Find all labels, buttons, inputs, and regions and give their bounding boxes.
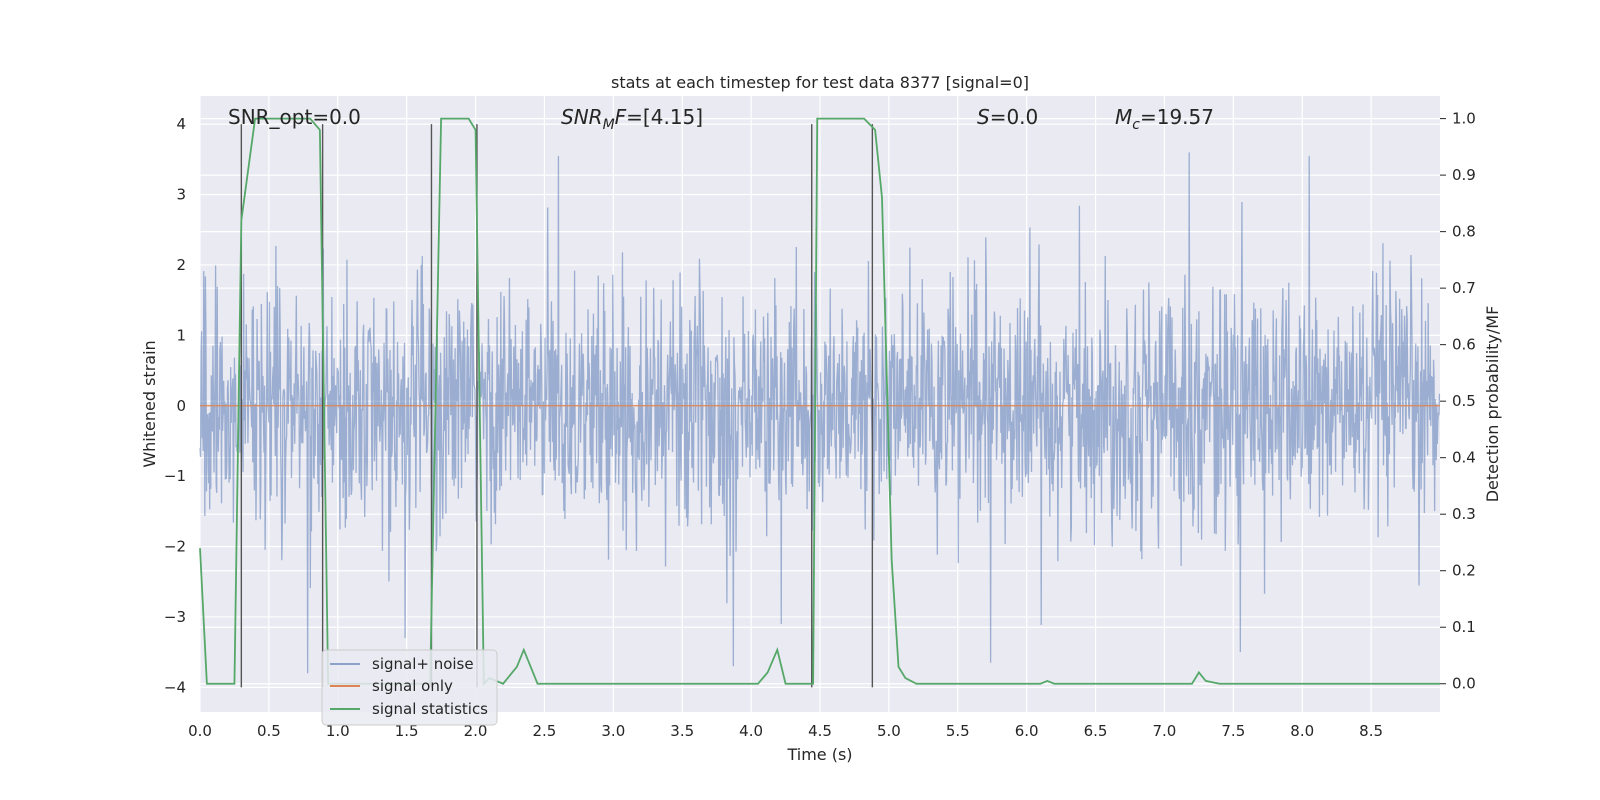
x-tick-label: 7.5 (1221, 722, 1245, 740)
x-tick-label: 3.0 (601, 722, 625, 740)
y-right-tick-label: 0.7 (1452, 279, 1476, 297)
legend-label-signal-statistics: signal statistics (372, 700, 488, 718)
y-right-tick-label: 0.4 (1452, 449, 1476, 467)
x-tick-label: 7.0 (1153, 722, 1177, 740)
x-tick-label: 2.5 (533, 722, 557, 740)
y-tick-label: −1 (164, 467, 186, 485)
legend-box (321, 649, 498, 726)
x-tick-label: 6.0 (1015, 722, 1039, 740)
legend-label-signal-only: signal only (372, 677, 453, 695)
annotation-snr-opt: SNR_opt=0.0 (228, 105, 361, 129)
snr-mf-sym2: F (615, 105, 627, 129)
y-tick-label: 2 (176, 256, 186, 274)
mc-symbol: M (1115, 105, 1132, 129)
y-right-tick-label: 0.0 (1452, 675, 1476, 693)
y-tick-label: −2 (164, 538, 186, 556)
chart-title: stats at each timestep for test data 837… (611, 73, 1029, 92)
x-axis-ticks: 0.0 0.5 1.0 1.5 2.0 2.5 3.0 3.5 4.0 4.5 5.0 5.5 6.0 6… (188, 722, 1383, 740)
annotation-s: S=0.0 (977, 105, 1038, 129)
x-tick-label: 4.5 (808, 722, 832, 740)
snr-mf-symbol: SNR (561, 105, 603, 129)
y-tick-label: 1 (176, 326, 186, 344)
x-tick-label: 5.0 (877, 722, 901, 740)
s-value: =0.0 (990, 105, 1039, 129)
legend: signal+ noise signal only signal statist… (321, 649, 498, 726)
y-tick-label: 4 (176, 115, 186, 133)
mc-sub: c (1132, 117, 1140, 133)
x-tick-label: 5.5 (946, 722, 970, 740)
x-tick-label: 1.0 (326, 722, 350, 740)
y-right-tick-label: 0.6 (1452, 336, 1476, 354)
x-tick-label: 6.5 (1084, 722, 1108, 740)
y-right-tick-label: 0.9 (1452, 166, 1476, 184)
y-right-tick-label: 0.2 (1452, 562, 1476, 580)
x-tick-label: 3.5 (670, 722, 694, 740)
mc-value: =19.57 (1140, 105, 1214, 129)
annotation-snr-mf: SNRMF=[4.15] (561, 105, 703, 133)
y-axis-ticks: −4 −3 −2 −1 0 1 2 3 4 (164, 115, 186, 696)
series-signal-noise (199, 152, 1441, 674)
y-right-tick-label: 0.5 (1452, 392, 1476, 410)
s-symbol: S (977, 105, 990, 129)
y-axis-label: Whitened strain (140, 340, 159, 467)
y-tick-label: −4 (164, 678, 186, 696)
y-right-tick-label: 0.3 (1452, 505, 1476, 523)
annotation-mc: Mc=19.57 (1115, 105, 1214, 133)
x-tick-label: 0.0 (188, 722, 212, 740)
x-tick-label: 2.0 (464, 722, 488, 740)
y-right-axis-ticks: 0.0 0.1 0.2 0.3 0.4 0.5 0.6 0.7 0.8 0.9 1.0 (1440, 110, 1476, 693)
y-right-axis-label: Detection probability/MF (1483, 306, 1502, 503)
y-tick-label: −3 (164, 608, 186, 626)
x-tick-label: 8.5 (1359, 722, 1383, 740)
snr-mf-sub: M (603, 117, 615, 133)
snr-mf-value: =[4.15] (626, 105, 703, 129)
legend-label-signal-noise: signal+ noise (372, 655, 474, 673)
y-tick-label: 0 (176, 397, 186, 415)
x-tick-label: 8.0 (1290, 722, 1314, 740)
y-tick-label: 3 (176, 186, 186, 204)
y-right-tick-label: 0.8 (1452, 223, 1476, 241)
y-right-tick-label: 0.1 (1452, 618, 1476, 636)
x-tick-label: 1.5 (395, 722, 419, 740)
y-right-tick-label: 1.0 (1452, 110, 1476, 128)
x-tick-label: 4.0 (739, 722, 763, 740)
x-tick-label: 0.5 (257, 722, 281, 740)
x-axis-label: Time (s) (786, 745, 852, 764)
